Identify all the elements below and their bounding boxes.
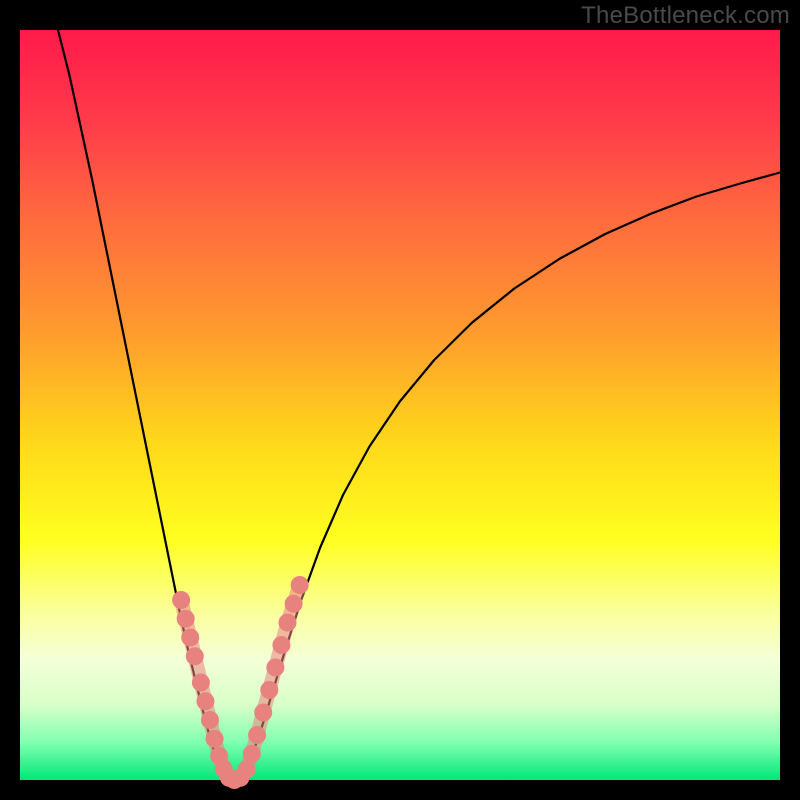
marker-point (279, 614, 297, 632)
marker-point (285, 595, 303, 613)
marker-point (272, 636, 290, 654)
marker-point (260, 681, 278, 699)
marker-point (186, 647, 204, 665)
marker-point (181, 629, 199, 647)
marker-point (192, 674, 210, 692)
marker-point (254, 704, 272, 722)
plot-area (20, 30, 780, 780)
marker-point (291, 576, 309, 594)
marker-point (172, 591, 190, 609)
marker-point (206, 730, 224, 748)
marker-point (196, 692, 214, 710)
watermark-text: TheBottleneck.com (581, 2, 790, 30)
marker-point (201, 711, 219, 729)
marker-point (266, 659, 284, 677)
marker-point (177, 610, 195, 628)
gradient-background (20, 30, 780, 780)
chart-frame: TheBottleneck.com (0, 0, 800, 800)
chart-svg (20, 30, 780, 780)
marker-point (243, 745, 261, 763)
marker-point (237, 761, 255, 779)
marker-point (248, 726, 266, 744)
